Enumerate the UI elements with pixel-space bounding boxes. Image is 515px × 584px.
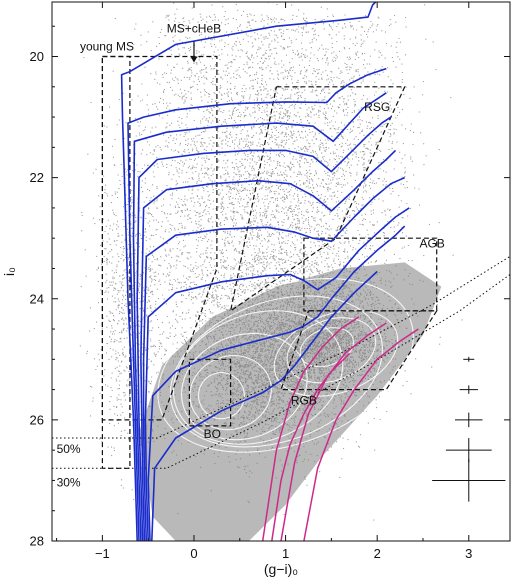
contour-7 — [169, 295, 383, 448]
x-tick-label: −1 — [95, 546, 110, 561]
old-isochrone-3 — [271, 352, 351, 541]
contour-1 — [189, 355, 272, 431]
y-tick-label: 26 — [30, 412, 44, 427]
y-tick-label: 22 — [30, 170, 44, 185]
error-bar-1 — [459, 385, 478, 394]
young-isochrone-1 — [127, 67, 387, 541]
contour-0 — [197, 372, 245, 420]
label-rsg: RSG — [364, 100, 390, 114]
completeness-limit-0 — [52, 255, 510, 439]
plot-frame — [51, 1, 511, 542]
young-isochrone-6 — [144, 207, 410, 541]
label-50: 50% — [57, 442, 81, 456]
selection-box-4 — [280, 310, 438, 391]
young-isochrone-7 — [147, 225, 406, 541]
contour-2 — [181, 332, 308, 441]
label-bo: BO — [204, 427, 221, 441]
label-30: 30% — [57, 475, 81, 489]
label-young-ms: young MS — [80, 39, 134, 53]
young-isochrone-0 — [120, 2, 377, 541]
selection-box-5 — [188, 358, 232, 427]
x-tick-label: 1 — [282, 546, 289, 561]
label-agb: AGB — [419, 236, 444, 250]
error-bar-3 — [445, 438, 492, 463]
young-isochrone-8 — [151, 270, 378, 541]
y-tick-label: 28 — [30, 534, 44, 549]
old-isochrones — [261, 316, 419, 541]
y-tick-label: 24 — [30, 291, 44, 306]
young-isochrones — [120, 2, 410, 541]
label-ms-cheb: MS+cHeB — [167, 21, 221, 35]
young-isochrone-2 — [132, 92, 387, 541]
ms-cheb-arrow — [190, 41, 198, 63]
x-tick-label: 2 — [374, 546, 381, 561]
x-tick-label: 3 — [465, 546, 472, 561]
region-labels: MS+cHeB young MS RSG AGB RGB BO 50% 30% — [57, 21, 445, 489]
young-isochrone-3 — [136, 116, 392, 541]
completeness-limits — [52, 255, 510, 469]
x-axis-label: (g−i)₀ — [264, 561, 298, 577]
old-isochrone-0 — [261, 316, 360, 541]
error-bar-2 — [455, 412, 483, 428]
selection-box-2 — [229, 86, 406, 313]
contour-6 — [273, 309, 399, 397]
error-bar-0 — [463, 356, 475, 362]
x-tick-label: 0 — [190, 546, 197, 561]
x-axis-ticks: −1 0 1 2 3 — [56, 2, 472, 561]
y-tick-label: 20 — [30, 49, 44, 64]
contour-5 — [286, 317, 377, 384]
error-bars — [432, 356, 506, 502]
y-axis-label: i₀ — [1, 267, 17, 276]
density-contours — [157, 278, 414, 453]
young-isochrone-5 — [142, 176, 406, 541]
y-axis-ticks: 20 22 24 26 28 — [30, 25, 510, 549]
old-isochrone-2 — [303, 328, 419, 541]
label-rgb: RGB — [291, 394, 317, 408]
error-bar-4 — [432, 459, 506, 502]
young-isochrone-4 — [140, 149, 397, 541]
